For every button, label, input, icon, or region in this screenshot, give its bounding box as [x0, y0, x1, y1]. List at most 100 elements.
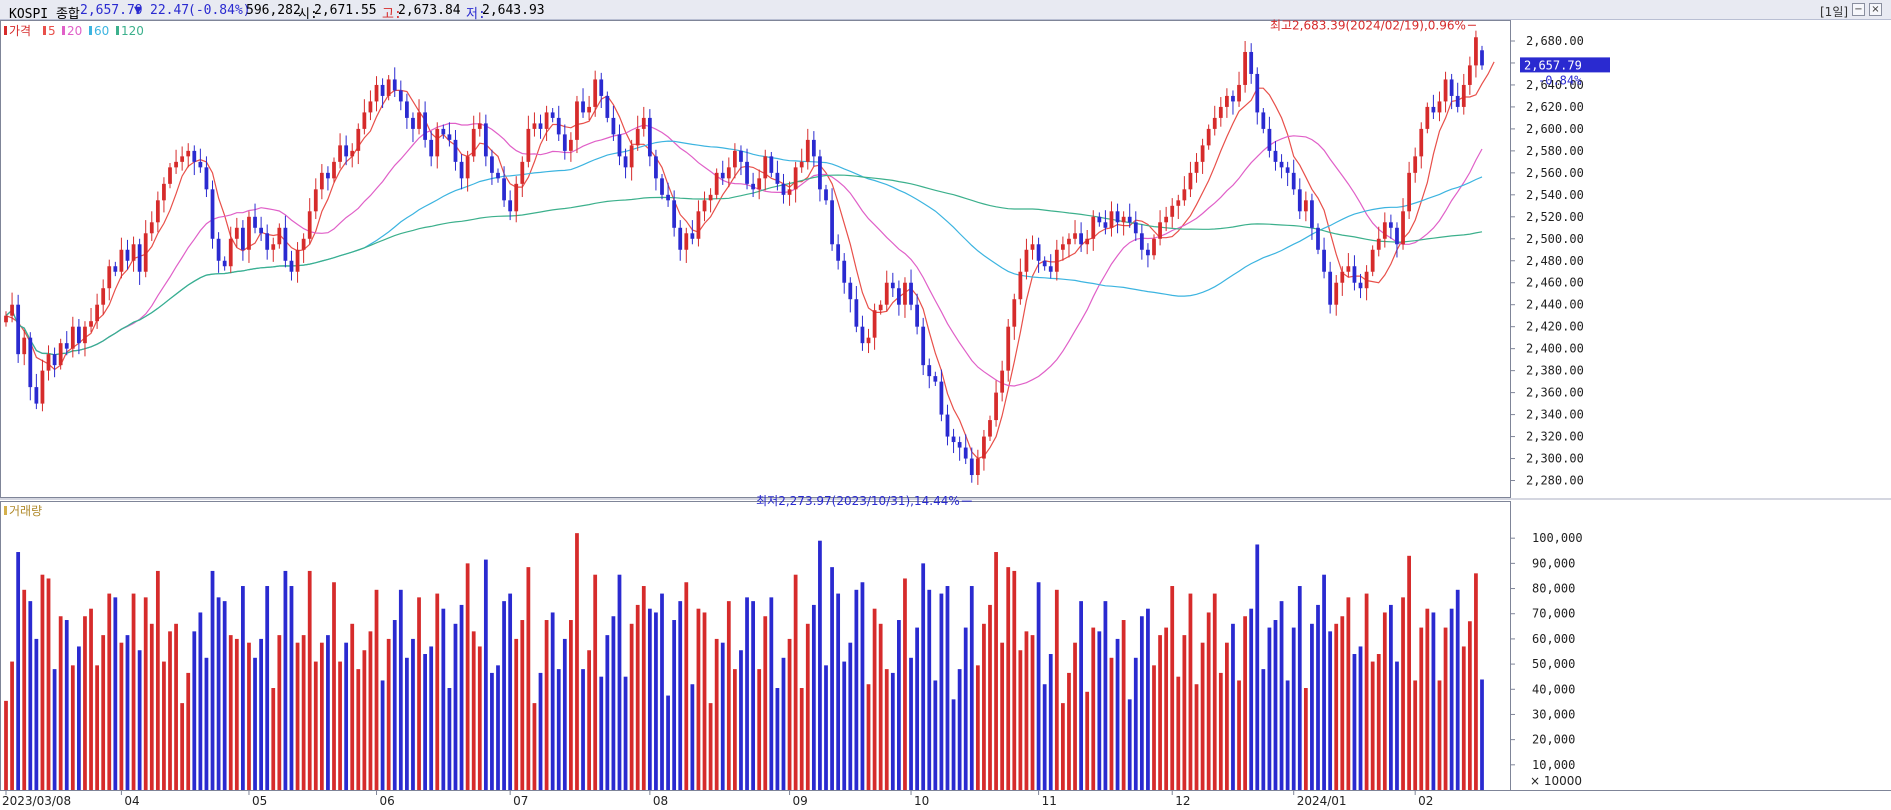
volume-bar	[1073, 642, 1077, 790]
candle-body	[204, 167, 209, 190]
candle	[641, 106, 646, 137]
candle	[192, 145, 197, 176]
candle-body	[1346, 266, 1351, 272]
candle	[1352, 255, 1357, 291]
candle	[174, 149, 178, 174]
candle-body	[884, 282, 889, 305]
volume-bar	[313, 661, 318, 790]
price-tick-label: 2,500.00	[1526, 232, 1584, 246]
candle-body	[988, 420, 992, 437]
candle	[666, 182, 670, 207]
candle-body	[1085, 238, 1090, 245]
price-tick-label: 2,400.00	[1526, 342, 1584, 356]
candle-body	[927, 365, 932, 377]
volume-bar	[1382, 612, 1387, 790]
candle	[1194, 153, 1199, 183]
candle	[113, 261, 118, 277]
candle	[969, 447, 974, 483]
volume-bar	[1474, 573, 1478, 790]
candle-body	[1291, 172, 1296, 190]
candle-body	[1079, 233, 1083, 245]
minimize-icon[interactable]: −	[1852, 3, 1865, 16]
candle-body	[562, 134, 567, 151]
volume-bar	[131, 593, 136, 790]
candle	[915, 293, 919, 335]
candle-body	[878, 304, 883, 311]
volume-bar	[265, 586, 270, 790]
period-selector[interactable]: [1일]	[1820, 5, 1849, 19]
high-value: 2,673.84	[398, 3, 461, 18]
volume-bar	[459, 604, 464, 790]
candle-body	[380, 84, 385, 96]
candle	[775, 160, 780, 191]
candle-body	[635, 128, 640, 146]
close-icon[interactable]: ×	[1869, 3, 1882, 16]
candle	[975, 449, 980, 485]
candle	[787, 181, 792, 206]
candle	[356, 123, 361, 165]
volume-bar	[1261, 669, 1266, 790]
candle-body	[526, 128, 531, 162]
volume-bar	[1067, 672, 1071, 790]
volume-bar	[860, 582, 865, 790]
volume-bar	[95, 665, 99, 790]
candle-body	[799, 161, 804, 168]
volume-bar	[344, 642, 349, 790]
candle-body	[763, 156, 768, 179]
volume-bar	[1146, 608, 1150, 790]
volume-tick-label: 100,000	[1532, 531, 1583, 545]
volume-bar	[793, 574, 798, 790]
volume-bar	[1285, 680, 1290, 790]
candle-body	[386, 79, 391, 96]
candle	[678, 220, 683, 261]
candle	[423, 101, 427, 148]
candle	[1395, 222, 1399, 258]
candle	[1237, 71, 1241, 107]
volume-bar	[1310, 623, 1314, 790]
candle-body	[1425, 106, 1430, 129]
candle	[1139, 224, 1144, 260]
candle-body	[40, 370, 45, 404]
grid-lines	[5, 40, 1515, 795]
volume-bar	[1437, 680, 1442, 790]
volume-bar	[380, 680, 385, 790]
candle	[1261, 108, 1266, 134]
volume-tick-label: 90,000	[1532, 556, 1575, 570]
candle	[1097, 212, 1102, 227]
candle	[447, 122, 452, 147]
volume-tick-label: 30,000	[1532, 707, 1575, 721]
candle-body	[362, 112, 367, 129]
candle-body	[708, 194, 713, 201]
candle-body	[660, 178, 664, 195]
volume-bar	[1431, 612, 1436, 790]
candle-body	[666, 194, 670, 201]
volume-bar	[1249, 608, 1254, 790]
candle	[417, 99, 421, 135]
candle-body	[696, 211, 701, 239]
candle	[818, 149, 822, 202]
volume-bar	[1231, 623, 1235, 790]
candle	[271, 237, 276, 262]
candle	[253, 203, 257, 234]
candle-body	[556, 117, 561, 135]
volume-bar	[1139, 616, 1144, 790]
candle	[435, 122, 440, 169]
volume-bar	[1273, 620, 1278, 790]
candle-body	[890, 282, 895, 289]
volume-bar	[259, 638, 263, 790]
candle	[411, 112, 415, 143]
candle-body	[909, 282, 913, 305]
x-tick-label: 2023/03/08	[2, 794, 71, 808]
candle	[1206, 124, 1211, 150]
price-tick-label: 2,680.00	[1526, 34, 1584, 48]
volume-bar	[890, 672, 895, 790]
candle-body	[192, 150, 197, 162]
volume-bar	[720, 642, 725, 790]
candle-body	[1225, 95, 1229, 107]
candle	[490, 149, 494, 185]
candle	[40, 359, 45, 412]
volume-bar	[763, 616, 768, 790]
volume-bar	[1419, 627, 1424, 790]
